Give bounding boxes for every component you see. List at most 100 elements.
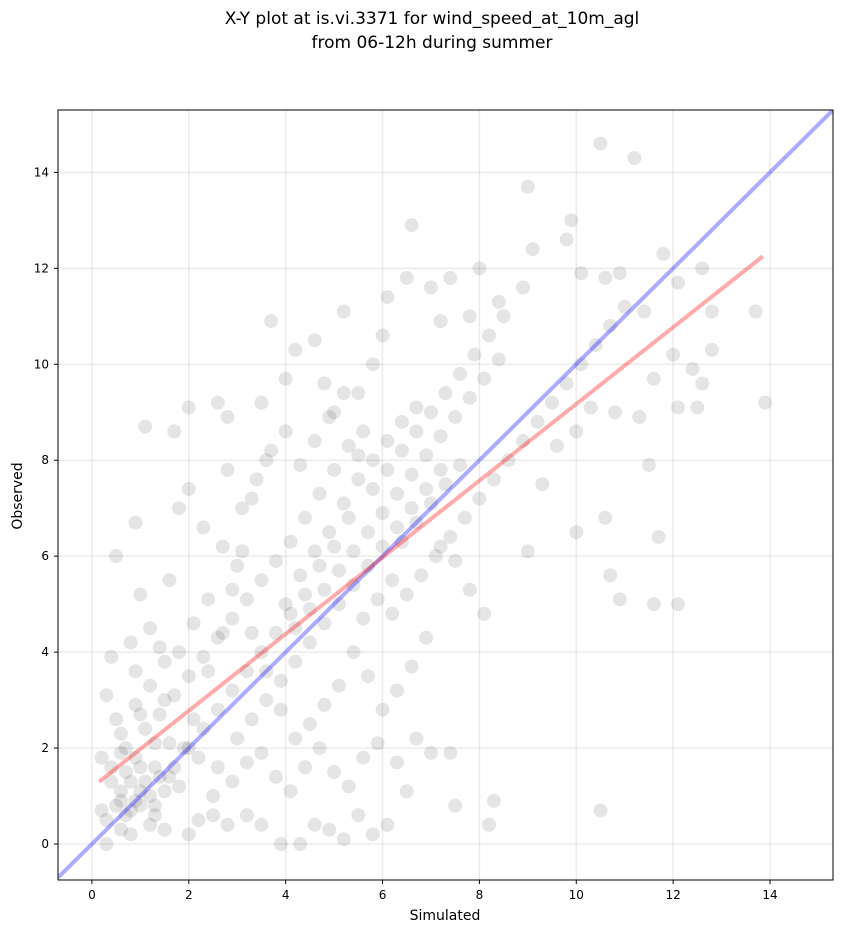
data-point <box>239 664 254 679</box>
data-point <box>235 544 250 559</box>
data-point <box>220 462 235 477</box>
data-point <box>113 745 128 760</box>
data-point <box>390 755 405 770</box>
data-point <box>293 568 308 583</box>
data-point <box>283 606 298 621</box>
data-point <box>147 736 162 751</box>
data-point <box>152 707 167 722</box>
data-point <box>370 592 385 607</box>
data-point <box>370 736 385 751</box>
data-point <box>404 659 419 674</box>
data-point <box>336 304 351 319</box>
data-point <box>327 405 342 420</box>
data-point <box>656 246 671 261</box>
data-point <box>637 304 652 319</box>
data-point <box>235 501 250 516</box>
data-point <box>467 347 482 362</box>
data-point <box>419 448 434 463</box>
x-tick-label: 10 <box>569 888 584 902</box>
data-point <box>302 601 317 616</box>
data-point <box>133 784 148 799</box>
data-point <box>147 760 162 775</box>
data-point <box>99 688 114 703</box>
data-point <box>123 803 138 818</box>
data-point <box>186 616 201 631</box>
data-point <box>331 597 346 612</box>
data-point <box>181 827 196 842</box>
data-point <box>109 549 124 564</box>
data-point <box>113 726 128 741</box>
data-point <box>162 736 177 751</box>
data-point <box>491 352 506 367</box>
data-point <box>113 793 128 808</box>
data-point <box>210 760 225 775</box>
data-point <box>380 817 395 832</box>
data-point <box>298 760 313 775</box>
data-point <box>201 664 216 679</box>
data-point <box>404 218 419 233</box>
data-point <box>564 213 579 228</box>
data-point <box>617 299 632 314</box>
data-point <box>244 625 259 640</box>
data-point <box>569 424 584 439</box>
data-point <box>118 741 133 756</box>
grid-lines <box>58 110 833 880</box>
data-point <box>138 419 153 434</box>
data-point <box>283 534 298 549</box>
data-point <box>331 563 346 578</box>
data-point <box>671 597 685 612</box>
x-tick-label: 12 <box>666 888 681 902</box>
data-point <box>244 491 259 506</box>
data-point <box>288 731 303 746</box>
data-point <box>254 645 269 660</box>
data-point <box>336 496 351 511</box>
data-point <box>118 765 133 780</box>
data-point <box>535 477 550 492</box>
data-point <box>583 400 598 415</box>
data-point <box>254 817 269 832</box>
data-point <box>196 520 211 535</box>
data-point <box>365 357 380 372</box>
data-point <box>123 635 138 650</box>
data-point <box>390 486 405 501</box>
y-axis-label: Observed <box>10 462 26 529</box>
data-point <box>351 386 366 401</box>
data-point <box>472 491 487 506</box>
data-point <box>666 347 681 362</box>
data-point <box>288 621 303 636</box>
data-point <box>627 150 642 165</box>
data-point <box>351 808 366 823</box>
data-point <box>254 573 269 588</box>
data-point <box>298 587 313 602</box>
y-tick-label: 4 <box>41 645 49 659</box>
data-point <box>336 386 351 401</box>
data-point <box>225 774 240 789</box>
data-point <box>346 645 361 660</box>
data-point <box>438 477 453 492</box>
data-point <box>598 270 613 285</box>
data-point <box>486 793 501 808</box>
data-point <box>375 505 390 520</box>
data-point <box>341 779 356 794</box>
data-point <box>632 410 647 425</box>
data-point <box>438 386 453 401</box>
data-point <box>409 731 424 746</box>
data-point <box>423 280 438 295</box>
data-point <box>239 755 254 770</box>
data-point <box>302 717 317 732</box>
data-point <box>210 702 225 717</box>
y-tick-label: 8 <box>41 453 49 467</box>
data-point <box>341 438 356 453</box>
data-point <box>94 803 109 818</box>
data-point <box>307 817 322 832</box>
data-point <box>603 318 618 333</box>
data-point <box>423 496 438 511</box>
data-point <box>486 472 501 487</box>
data-point <box>206 808 220 823</box>
data-point <box>433 429 448 444</box>
data-point <box>327 765 342 780</box>
data-point <box>641 458 656 473</box>
data-point <box>138 721 153 736</box>
data-point <box>336 832 351 847</box>
data-point <box>462 309 477 324</box>
